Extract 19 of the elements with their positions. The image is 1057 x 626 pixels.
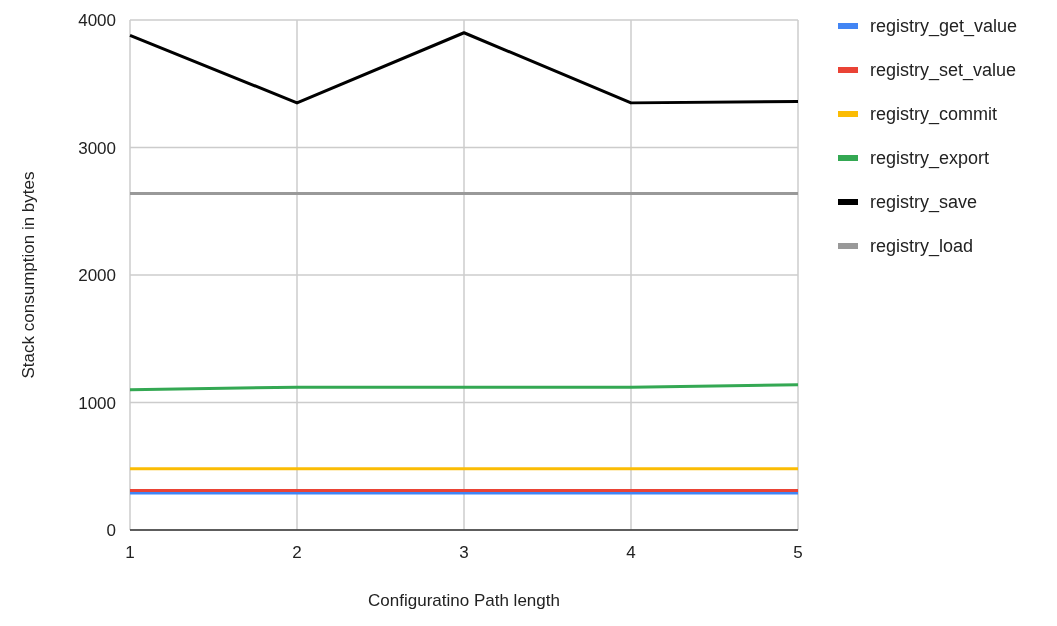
y-tick-label: 4000 xyxy=(78,11,116,30)
legend-label: registry_export xyxy=(870,148,990,169)
y-tick-label: 2000 xyxy=(78,266,116,285)
x-tick-label: 5 xyxy=(793,543,803,562)
legend-label: registry_save xyxy=(870,192,978,213)
legend-label: registry_commit xyxy=(870,104,998,125)
x-tick-label: 4 xyxy=(626,543,636,562)
legend-label: registry_load xyxy=(870,236,974,257)
x-axis-title: Configuratino Path length xyxy=(368,591,560,610)
y-axis-title: Stack consumption in bytes xyxy=(19,171,38,379)
x-tick-label: 2 xyxy=(292,543,302,562)
legend-label: registry_set_value xyxy=(870,60,1017,81)
x-tick-label: 3 xyxy=(459,543,469,562)
line-series xyxy=(128,31,800,105)
y-tick-label: 3000 xyxy=(78,138,116,158)
y-tick-label: 0 xyxy=(106,521,116,540)
legend-label: registry_get_value xyxy=(870,16,1018,37)
x-tick-label: 1 xyxy=(125,543,135,562)
y-tick-label: 1000 xyxy=(78,393,116,413)
